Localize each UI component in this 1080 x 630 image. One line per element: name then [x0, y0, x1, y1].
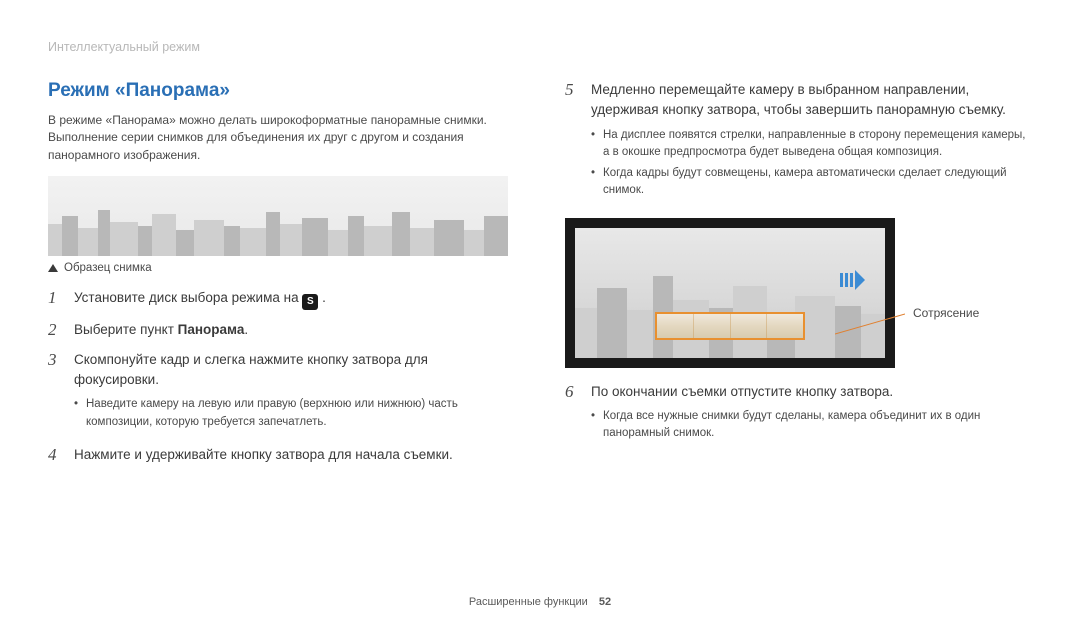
step-4-number: 4 [48, 445, 62, 465]
steps-list-right-bottom: 6 По окончании съемки отпустите кнопку з… [565, 382, 1032, 447]
step-3: 3 Скомпонуйте кадр и слегка нажмите кноп… [48, 350, 515, 435]
step-1-body: Установите диск выбора режима на S . [74, 288, 515, 310]
shake-callout-label: Сотрясение [913, 306, 979, 320]
camera-screen-area: Сотрясение [565, 218, 1032, 368]
camera-screen [565, 218, 895, 368]
caption-triangle-icon [48, 264, 58, 272]
step-6-body: По окончании съемки отпустите кнопку зат… [591, 382, 1032, 447]
direction-arrow-icon [840, 270, 865, 290]
page-number: 52 [599, 596, 611, 608]
step-2-pre: Выберите пункт [74, 322, 178, 337]
footer-section: Расширенные функции [469, 596, 588, 608]
panorama-sample-image [48, 176, 508, 256]
step-5-sublist: На дисплее появятся стрелки, направленны… [591, 127, 1032, 200]
step-4-body: Нажмите и удерживайте кнопку затвора для… [74, 445, 515, 465]
arrow-bars [840, 273, 853, 287]
left-column: Режим «Панорама» В режиме «Панорама» мож… [48, 80, 515, 475]
step-1-post: . [318, 290, 326, 305]
step-1-pre: Установите диск выбора режима на [74, 290, 302, 305]
step-2-post: . [244, 322, 248, 337]
panorama-preview-strip [655, 312, 805, 340]
right-column: 5 Медленно перемещайте камеру в выбранно… [565, 80, 1032, 475]
step-3-text: Скомпонуйте кадр и слегка нажмите кнопку… [74, 352, 428, 387]
step-6-number: 6 [565, 382, 579, 447]
intro-paragraph: В режиме «Панорама» можно делать широкоф… [48, 112, 515, 164]
step-3-number: 3 [48, 350, 62, 435]
page-footer: Расширенные функции 52 [0, 596, 1080, 608]
step-6-sublist: Когда все нужные снимки будут сделаны, к… [591, 408, 1032, 443]
sample-buildings [48, 208, 508, 256]
camera-inner [575, 228, 885, 358]
step-1-number: 1 [48, 288, 62, 310]
section-title: Режим «Панорама» [48, 80, 515, 102]
step-5-number: 5 [565, 80, 579, 204]
step-2-bold: Панорама [178, 322, 245, 337]
step-5-text: Медленно перемещайте камеру в выбранном … [591, 82, 1006, 117]
step-6-text: По окончании съемки отпустите кнопку зат… [591, 384, 893, 399]
mode-s-icon: S [302, 294, 318, 310]
step-2-body: Выберите пункт Панорама. [74, 320, 515, 340]
sample-caption: Образец снимка [48, 262, 515, 274]
content-columns: Режим «Панорама» В режиме «Панорама» мож… [48, 80, 1032, 475]
steps-list-left: 1 Установите диск выбора режима на S . 2… [48, 288, 515, 465]
step-3-sublist: Наведите камеру на левую или правую (вер… [74, 396, 515, 431]
step-2: 2 Выберите пункт Панорама. [48, 320, 515, 340]
step-4: 4 Нажмите и удерживайте кнопку затвора д… [48, 445, 515, 465]
step-3-sub-1: Наведите камеру на левую или правую (вер… [74, 396, 515, 431]
step-5-body: Медленно перемещайте камеру в выбранном … [591, 80, 1032, 204]
sample-caption-text: Образец снимка [64, 262, 152, 274]
steps-list-right-top: 5 Медленно перемещайте камеру в выбранно… [565, 80, 1032, 204]
step-6: 6 По окончании съемки отпустите кнопку з… [565, 382, 1032, 447]
step-1: 1 Установите диск выбора режима на S . [48, 288, 515, 310]
step-2-number: 2 [48, 320, 62, 340]
step-5-sub-2: Когда кадры будут совмещены, камера авто… [591, 165, 1032, 200]
step-6-sub-1: Когда все нужные снимки будут сделаны, к… [591, 408, 1032, 443]
step-3-body: Скомпонуйте кадр и слегка нажмите кнопку… [74, 350, 515, 435]
breadcrumb: Интеллектуальный режим [48, 40, 1032, 54]
step-5-sub-1: На дисплее появятся стрелки, направленны… [591, 127, 1032, 162]
arrow-head [855, 270, 865, 290]
step-5: 5 Медленно перемещайте камеру в выбранно… [565, 80, 1032, 204]
